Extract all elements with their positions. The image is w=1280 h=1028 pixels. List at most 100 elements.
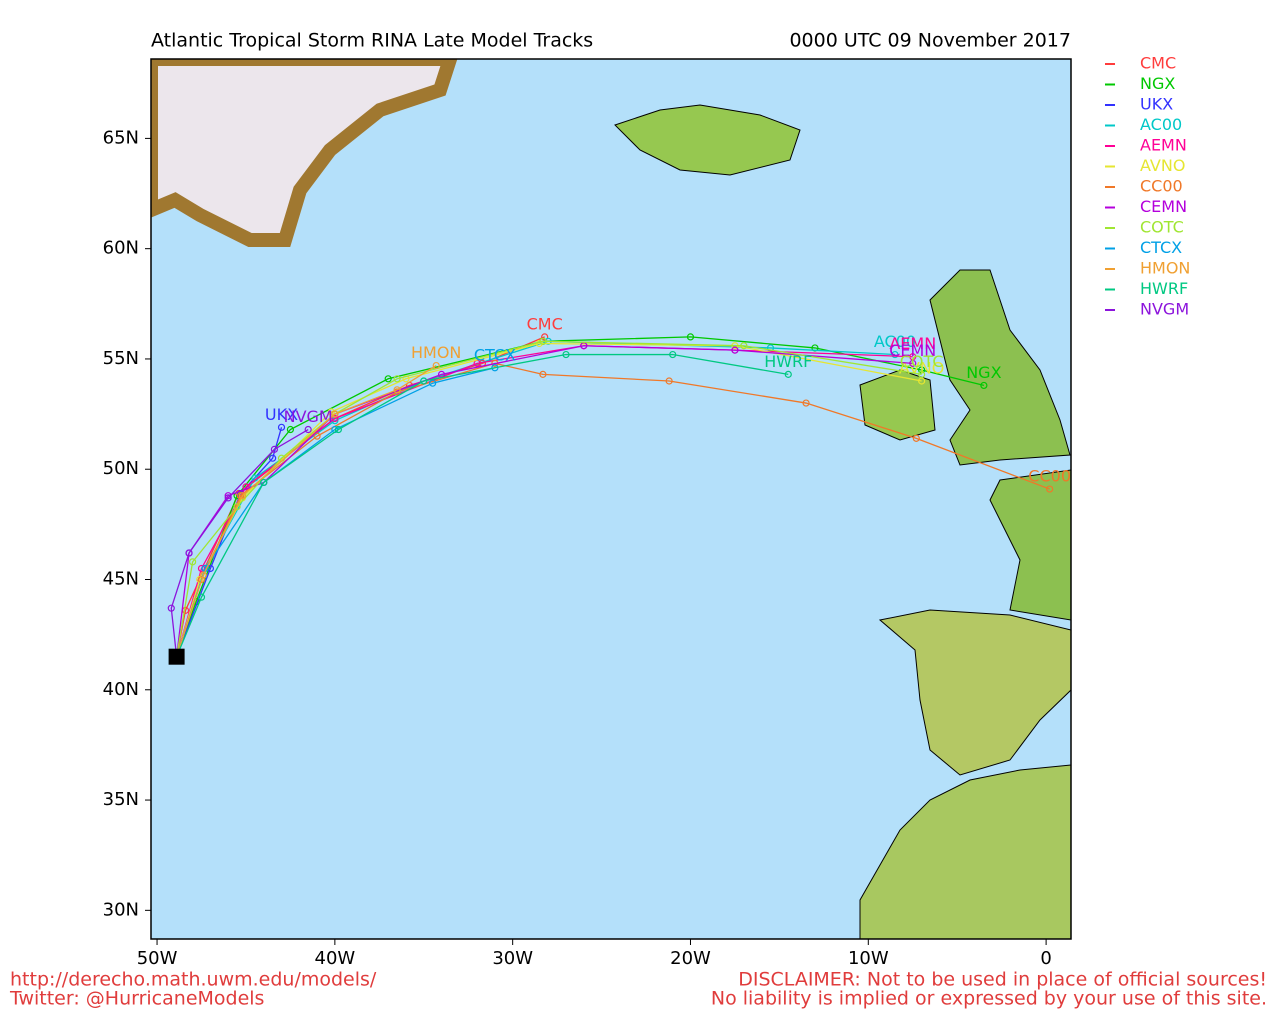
map-frame	[150, 58, 1072, 940]
track-point	[562, 350, 570, 359]
track-point	[909, 359, 917, 367]
track-label: COTC	[900, 352, 944, 371]
track-label: CTCX	[474, 345, 516, 364]
x-tick-label: 10W	[848, 948, 889, 969]
legend-label: UKX	[1140, 95, 1173, 114]
track-label: CMC	[527, 314, 563, 333]
track-point	[304, 425, 312, 434]
track-point	[313, 432, 321, 440]
x-tick-label: 50W	[137, 948, 178, 969]
iceland	[614, 104, 801, 176]
track-point	[185, 549, 193, 557]
footer-text: No liability is implied or expressed by …	[711, 988, 1267, 1010]
y-tick-label: 55N	[103, 348, 139, 369]
y-tick-label: 30N	[103, 899, 139, 920]
track-point	[242, 483, 250, 491]
x-tick-label: 20W	[670, 948, 711, 969]
track-point	[238, 492, 246, 500]
track-point	[260, 478, 268, 487]
ireland	[859, 369, 936, 441]
track-point	[1046, 485, 1054, 493]
track-point	[539, 337, 547, 345]
track-point	[740, 342, 748, 350]
track-point	[686, 333, 695, 341]
legend-label: HWRF	[1140, 279, 1188, 298]
track-point	[669, 350, 677, 359]
legend-label: NGX	[1140, 74, 1175, 93]
greenland	[151, 59, 458, 247]
legend-label: COTC	[1140, 218, 1184, 237]
chart-subtitle: 0000 UTC 09 November 2017	[789, 30, 1071, 52]
track-point	[665, 377, 673, 385]
legend-label: AVNO	[1140, 156, 1185, 175]
legend-label: CEMN	[1140, 197, 1187, 216]
storm-start	[168, 648, 185, 665]
track-point	[269, 454, 277, 462]
track-point	[393, 386, 401, 394]
y-tick-label: 50N	[103, 458, 139, 479]
track-label: HWRF	[764, 352, 812, 371]
track-point	[197, 593, 206, 601]
track-point	[393, 375, 401, 383]
track-point	[918, 366, 926, 374]
y-tick-label: 45N	[103, 569, 139, 590]
track-point	[233, 503, 241, 511]
africa	[859, 764, 1071, 939]
track-label: NVGM	[284, 407, 333, 426]
y-tick-label: 60N	[103, 238, 139, 259]
track-point	[918, 377, 926, 385]
track-point	[334, 425, 343, 434]
legend-label: AC00	[1140, 115, 1182, 134]
track-point	[189, 558, 197, 566]
ocean	[151, 59, 1071, 939]
track-point	[432, 361, 440, 370]
track-line	[175, 365, 437, 657]
track-point	[429, 379, 437, 387]
track-point	[277, 423, 286, 431]
track-label: AEMN	[889, 334, 936, 353]
land	[151, 59, 1071, 939]
track-point	[891, 350, 899, 359]
track-label: AC00	[874, 332, 916, 351]
track-point	[420, 377, 428, 385]
track-point	[199, 571, 207, 579]
track-point	[539, 370, 547, 378]
track-point	[286, 425, 295, 434]
legend-label: HMON	[1140, 259, 1190, 278]
track-point	[331, 410, 339, 418]
track-label: CC00	[1028, 467, 1071, 486]
y-tick-label: 65N	[103, 127, 139, 148]
track-point	[402, 375, 410, 383]
footer-text: DISCLAIMER: Not to be used in place of o…	[738, 969, 1267, 991]
track-label: UKX	[265, 405, 298, 424]
y-tick-label: 40N	[103, 679, 139, 700]
track-label: CEMN	[889, 341, 936, 360]
track-label: HMON	[411, 343, 461, 362]
track-point	[331, 414, 339, 423]
track-point	[224, 494, 232, 502]
y-tick-label: 35N	[103, 789, 139, 810]
footer-text: http://derecho.math.uwm.edu/models/	[10, 969, 377, 991]
track-point	[731, 346, 739, 354]
track-point	[909, 353, 917, 361]
track-point	[327, 408, 335, 416]
track-point	[167, 604, 175, 612]
x-tick-label: 30W	[492, 948, 533, 969]
legend-label: NVGM	[1140, 300, 1189, 319]
x-tick-label: 0	[1040, 948, 1051, 969]
track-label: NGX	[966, 363, 1001, 382]
track-line	[170, 428, 309, 657]
track-point	[912, 434, 920, 442]
legend-label: CC00	[1140, 177, 1183, 196]
chart-title: Atlantic Tropical Storm RINA Late Model …	[151, 30, 593, 52]
legend-label: AEMN	[1140, 136, 1187, 155]
track-point	[384, 375, 392, 383]
track-point	[802, 399, 810, 407]
track-line	[176, 353, 789, 657]
track-point	[918, 370, 926, 378]
great-britain	[929, 269, 1071, 466]
track-point	[541, 333, 549, 341]
legend-label: CTCX	[1140, 238, 1182, 257]
track-point	[980, 381, 988, 390]
